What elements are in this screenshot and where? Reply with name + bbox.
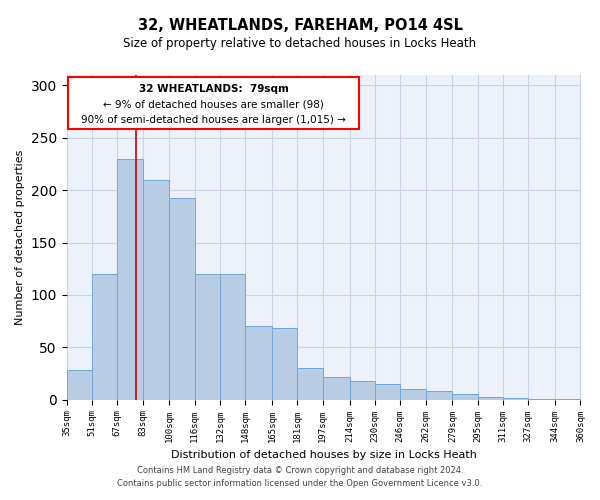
Bar bbox=[298, 368, 323, 400]
Text: 90% of semi-detached houses are larger (1,015) →: 90% of semi-detached houses are larger (… bbox=[81, 115, 346, 125]
Bar bbox=[272, 328, 298, 400]
Bar bbox=[425, 392, 452, 400]
X-axis label: Distribution of detached houses by size in Locks Heath: Distribution of detached houses by size … bbox=[170, 450, 476, 460]
Bar bbox=[92, 274, 117, 400]
Bar bbox=[323, 376, 350, 400]
Bar bbox=[375, 384, 400, 400]
Bar bbox=[220, 274, 245, 400]
Bar bbox=[555, 398, 580, 400]
Bar bbox=[452, 394, 478, 400]
Bar bbox=[169, 198, 195, 400]
Text: 32 WHEATLANDS:  79sqm: 32 WHEATLANDS: 79sqm bbox=[139, 84, 289, 94]
Text: 32, WHEATLANDS, FAREHAM, PO14 4SL: 32, WHEATLANDS, FAREHAM, PO14 4SL bbox=[137, 18, 463, 32]
FancyBboxPatch shape bbox=[68, 77, 359, 130]
Text: ← 9% of detached houses are smaller (98): ← 9% of detached houses are smaller (98) bbox=[103, 100, 324, 110]
Bar bbox=[478, 396, 503, 400]
Bar bbox=[529, 398, 555, 400]
Bar bbox=[350, 381, 375, 400]
Text: Size of property relative to detached houses in Locks Heath: Size of property relative to detached ho… bbox=[124, 38, 476, 51]
Bar bbox=[400, 389, 425, 400]
Bar bbox=[143, 180, 169, 400]
Bar bbox=[117, 159, 143, 400]
Bar bbox=[195, 274, 220, 400]
Bar bbox=[67, 370, 92, 400]
Y-axis label: Number of detached properties: Number of detached properties bbox=[15, 150, 25, 325]
Bar bbox=[245, 326, 272, 400]
Text: Contains HM Land Registry data © Crown copyright and database right 2024.
Contai: Contains HM Land Registry data © Crown c… bbox=[118, 466, 482, 487]
Bar bbox=[503, 398, 529, 400]
